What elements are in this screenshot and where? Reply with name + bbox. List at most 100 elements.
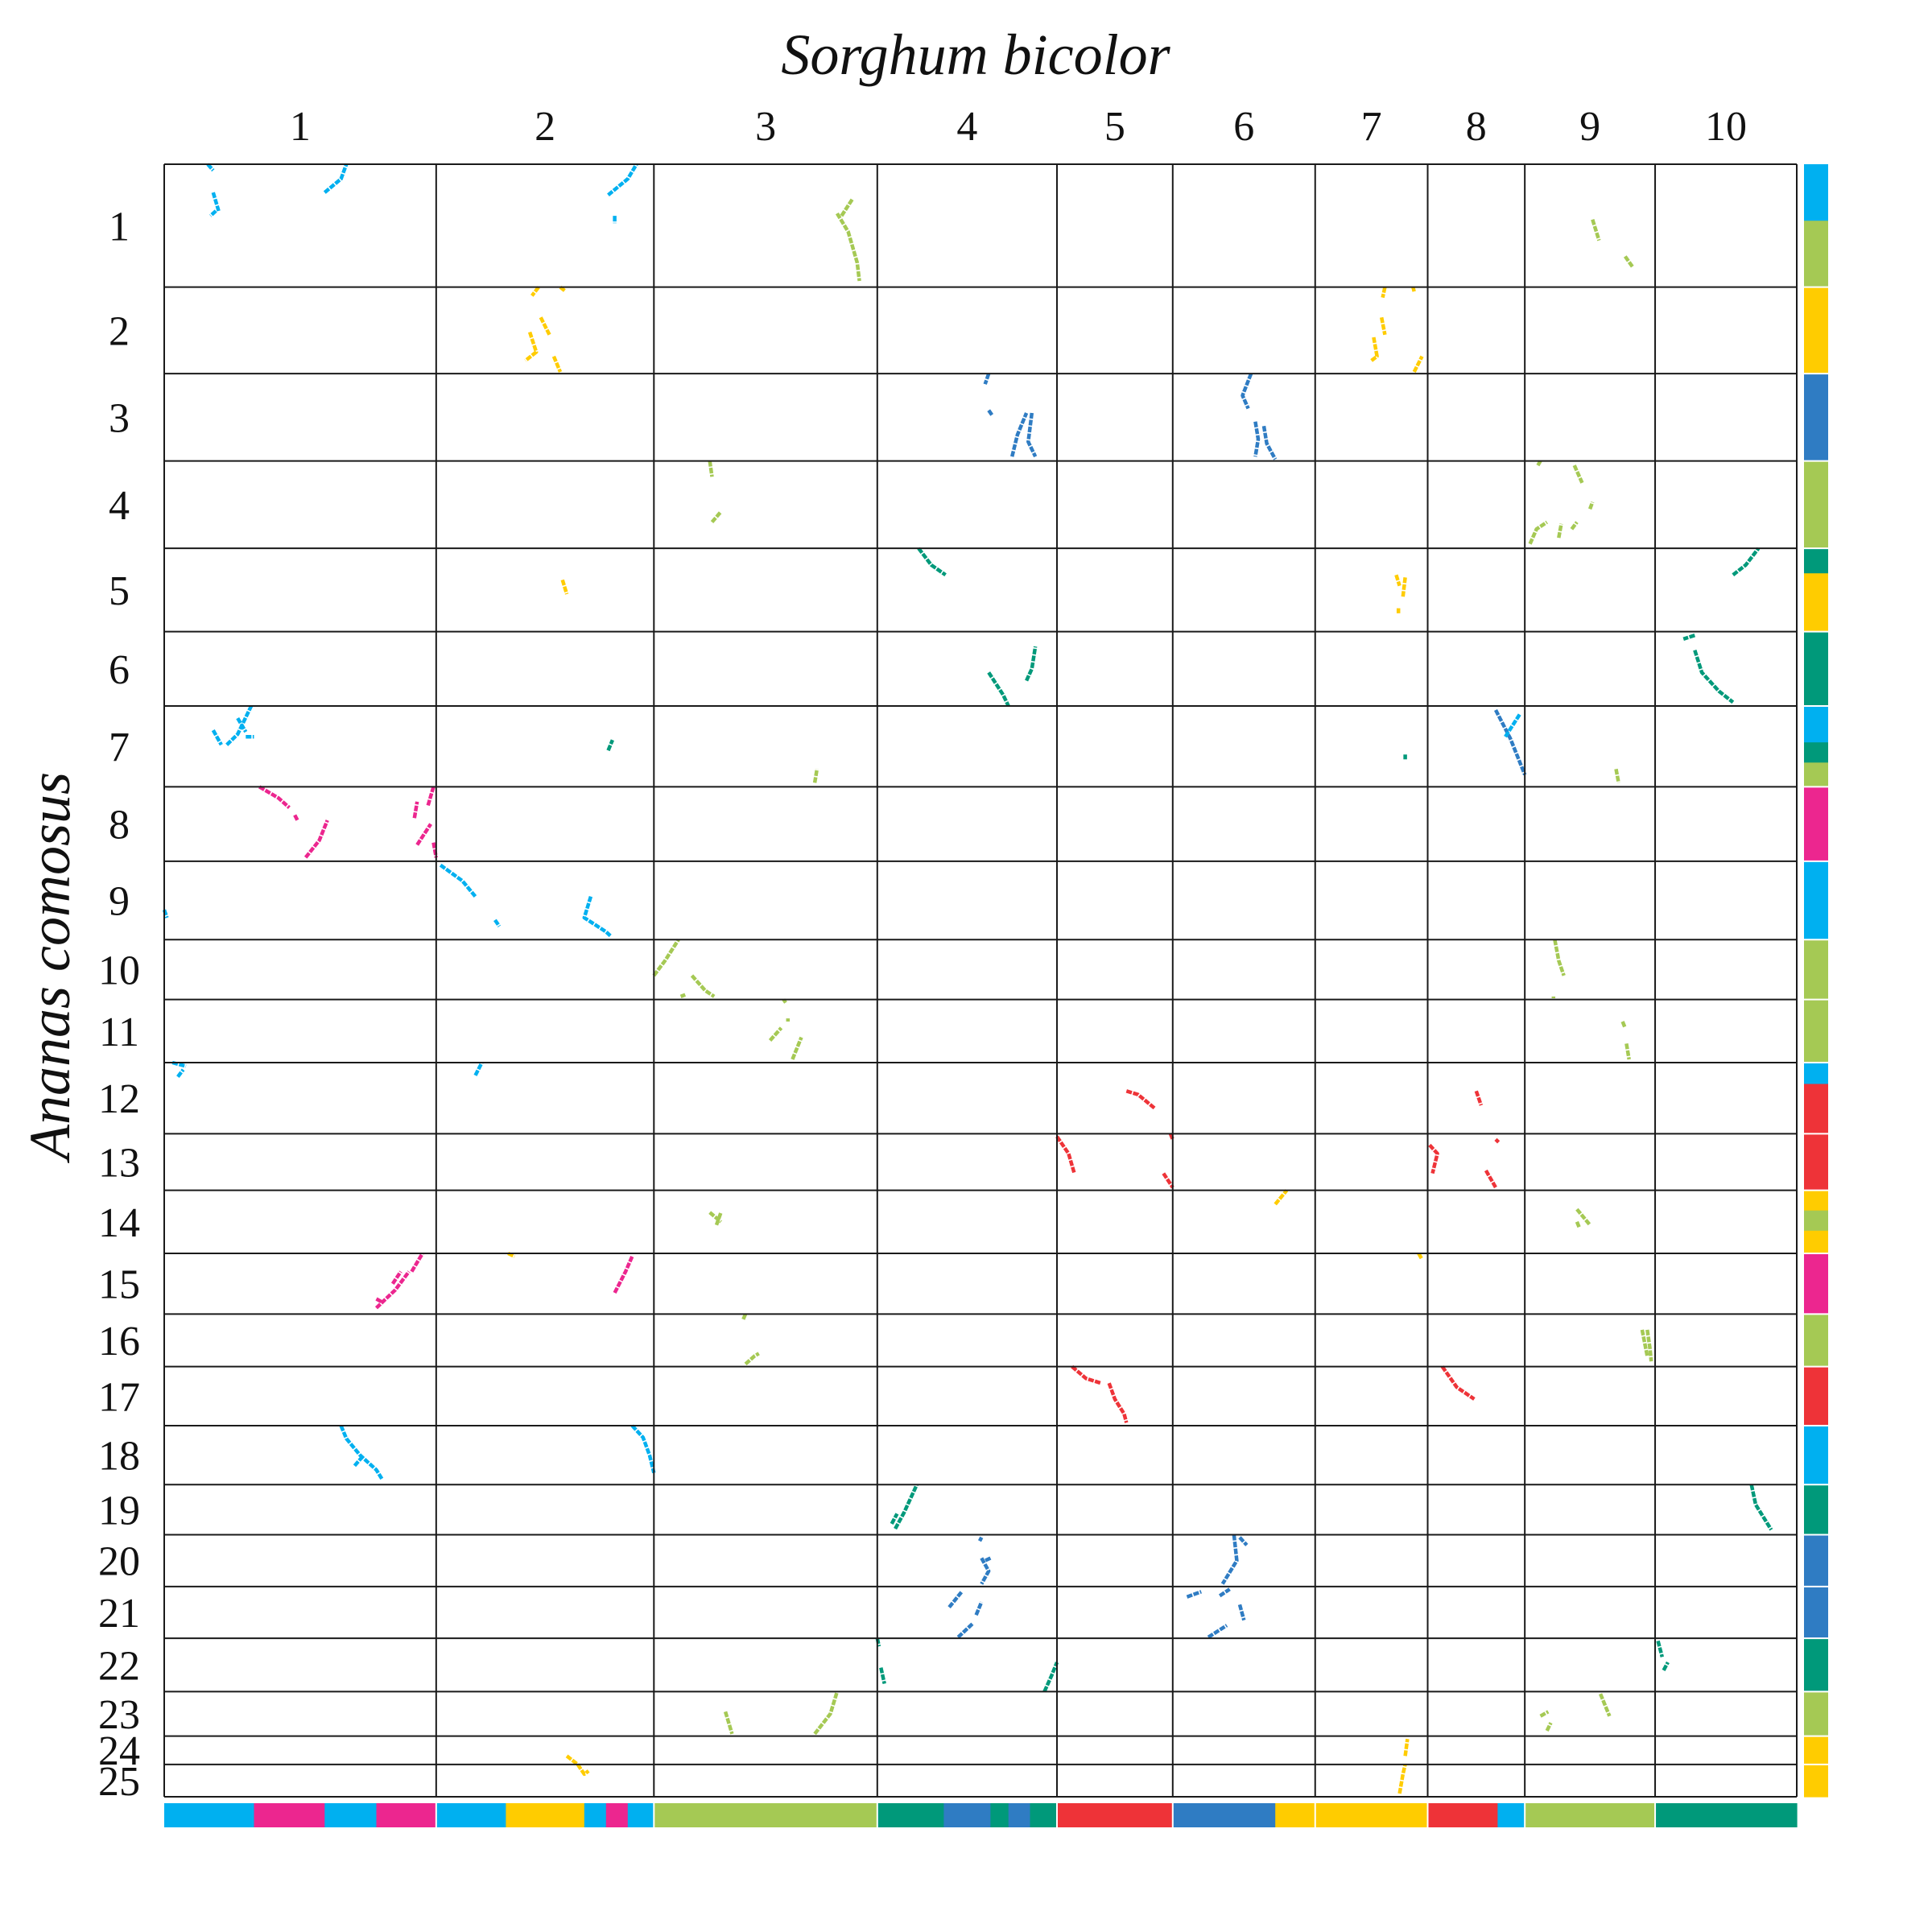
y-color-bar-segment [1804,1691,1828,1737]
synteny-block [439,863,477,898]
synteny-block [206,163,215,172]
synteny-block [741,1313,748,1320]
y-chromosome-label: 13 [98,1141,140,1187]
y-color-bar-segment [1804,164,1828,221]
x-color-bar-segment [1655,1803,1798,1827]
y-color-bar-segment [1804,762,1828,787]
synteny-block [813,1690,840,1736]
synteny-block [1237,1604,1246,1621]
y-color-bar-segment [1804,1084,1828,1134]
synteny-block [208,209,217,217]
y-color-bar-segment [1804,287,1828,374]
synteny-block [1599,1693,1612,1717]
x-chromosome-label: 2 [535,104,555,150]
y-chromosome-label: 25 [98,1759,140,1805]
synteny-block [723,1711,734,1735]
y-chromosome-label: 3 [109,395,130,441]
synteny-block [983,373,991,385]
x-color-bar-segment [1525,1803,1656,1827]
synteny-block [375,1297,383,1304]
x-color-bar-segment [943,1803,991,1827]
synteny-block [582,896,612,938]
synteny-block [1656,1640,1664,1657]
synteny-block [1397,1764,1407,1794]
y-color-bar-segment [1804,861,1828,940]
x-chromosome-labels: 1 2 3 4 5 6 7 8 9 10 [290,104,1747,150]
synteny-block [1493,708,1527,776]
synteny-block [1401,577,1407,597]
synteny-block [744,1352,760,1366]
synteny-block [984,1556,992,1563]
synteny-block [410,1252,424,1273]
synteny-block [1042,1662,1059,1693]
synteny-block [1682,634,1695,641]
synteny-block [1218,1587,1231,1598]
synteny-block [1428,1143,1439,1174]
x-chromosome-label: 1 [290,104,311,150]
x-color-bar-segment [1008,1803,1031,1827]
synteny-block [1403,1738,1410,1757]
x-color-bar-segment [1275,1803,1316,1827]
y-color-bar-segment [1804,1736,1828,1765]
synteny-block [1162,1172,1174,1189]
x-color-bar-segment [1315,1803,1406,1827]
synteny-block [917,547,947,577]
synteny-block [258,785,291,809]
synteny-block [974,1601,984,1616]
synteny-block [293,814,299,822]
synteny-block [1662,1661,1670,1671]
synteny-block [1220,1534,1239,1585]
y-chromosome-label: 18 [98,1434,140,1480]
synteny-block [1640,1329,1649,1357]
synteny-block [947,1590,964,1609]
synteny-block [1025,646,1038,682]
synteny-block [1381,287,1387,299]
y-chromosome-label: 14 [98,1200,140,1246]
synteny-block [323,163,349,194]
y-color-bar-segment [1804,706,1828,743]
synteny-block [708,460,714,477]
x-color-bar-segment [376,1803,437,1827]
x-chromosome-label: 3 [755,104,776,150]
synteny-block [1412,355,1424,374]
synteny-block [894,1484,919,1530]
synteny-block [1241,373,1253,410]
x-chromosome-label: 6 [1233,104,1254,150]
synteny-block [353,1455,365,1468]
synteny-block [613,1255,634,1294]
y-color-bar-segment [1804,1210,1828,1232]
y-chromosome-label: 20 [98,1539,140,1585]
y-color-bar-segment [1804,1484,1828,1536]
y-color-bar-segment [1804,1133,1828,1191]
synteny-block [1645,1329,1653,1362]
synteny-block [1528,520,1548,545]
x-chromosome-label: 10 [1705,104,1747,150]
synteny-block [1557,523,1563,539]
synteny-block [539,316,551,336]
y-genome-title: Ananas comosus [18,772,82,1163]
synteny-block [1572,464,1584,484]
x-genome-title: Sorghum bicolor [781,23,1170,87]
y-chromosome-label: 16 [98,1319,140,1364]
y-chromosome-label: 9 [109,879,130,925]
x-color-bar-segment [605,1803,629,1827]
synteny-blocks [162,163,1773,1794]
y-chromosome-label: 5 [109,568,130,614]
y-chromosome-label: 6 [109,647,130,693]
synteny-block [374,1270,411,1310]
x-chromosome-label: 7 [1361,104,1382,150]
y-chromosome-label: 19 [98,1488,140,1534]
y-chromosome-labels: 1234567891011121314151617181920212223242… [98,204,140,1805]
y-color-bar-segment [1804,742,1828,763]
y-color-bar-segment [1804,1638,1828,1692]
x-color-bar-segment [877,1803,944,1827]
synteny-block [1026,412,1038,458]
x-chromosome-label: 9 [1579,104,1600,150]
x-color-bar-segment [627,1803,654,1827]
synteny-block [607,163,638,196]
synteny-block [1186,1590,1202,1599]
x-color-bar [164,1803,1798,1827]
synteny-block [530,286,540,297]
y-chromosome-label: 21 [98,1591,140,1637]
